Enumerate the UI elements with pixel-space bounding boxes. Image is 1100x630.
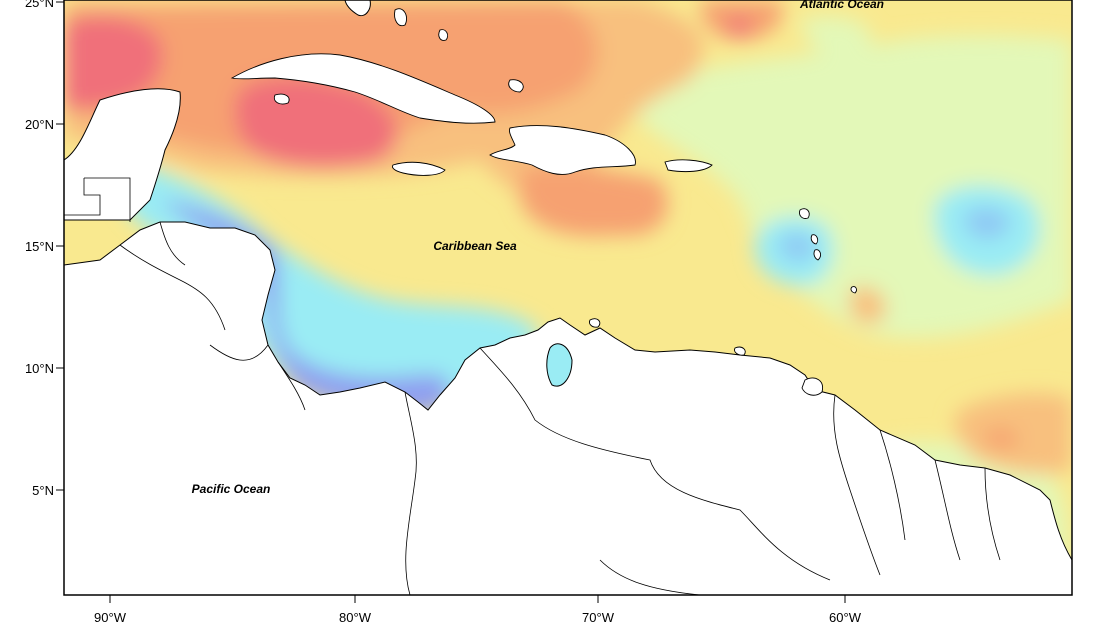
lon-tick-label: 60°W [829,610,862,625]
island-bahamas-2 [438,29,449,41]
island-bahamas-1 [394,8,407,27]
land-central-south-america [64,221,1072,595]
orange-zone-east [520,165,668,237]
lake-maracaibo [546,343,573,387]
island-bahamas-3 [508,79,524,93]
island-martinique [813,249,822,261]
lat-tick-label: 25°N [25,0,54,10]
land-yucatan [64,88,181,221]
island-cuba [230,53,496,124]
blue-zone-atlantic [964,207,1011,239]
lon-tick-label: 70°W [582,610,615,625]
label-pacific-ocean: Pacific Ocean [192,482,271,496]
label-atlantic-ocean: Atlantic Ocean [799,0,884,11]
lon-axis: 90°W 80°W 70°W 60°W [94,595,862,625]
island-margarita [734,346,746,356]
blue-zone-west [160,200,451,414]
red-zone-atlantic [728,17,752,36]
island-trinidad [801,377,823,396]
label-caribbean-sea: Caribbean Sea [433,239,517,253]
lat-axis: 25°N 20°N 15°N 10°N 5°N [25,0,64,498]
pale-green-zone-north [800,16,872,60]
country-borders [64,177,1001,595]
red-zone-gulf [64,16,163,110]
plot-area [64,0,1072,595]
island-dominica [810,234,819,245]
orange-zone-small [850,286,886,325]
island-aruba-curacao [589,318,601,328]
lat-tick-label: 5°N [32,483,54,498]
lon-tick-label: 80°W [339,610,372,625]
island-guadeloupe [799,208,810,219]
island-puerto-rico [664,159,713,173]
landmasses [64,0,1072,595]
land-florida [344,0,371,17]
blue-zone-windward [779,233,815,262]
lon-tick-label: 90°W [94,610,127,625]
island-hispaniola [489,125,636,175]
island-juventud [273,93,290,105]
island-jamaica [392,161,446,176]
lat-tick-label: 10°N [25,361,54,376]
lat-tick-label: 20°N [25,117,54,132]
plot-frame [63,0,1073,596]
lat-tick-label: 15°N [25,239,54,254]
red-zone-south [985,428,1019,449]
island-barbados [850,286,857,294]
